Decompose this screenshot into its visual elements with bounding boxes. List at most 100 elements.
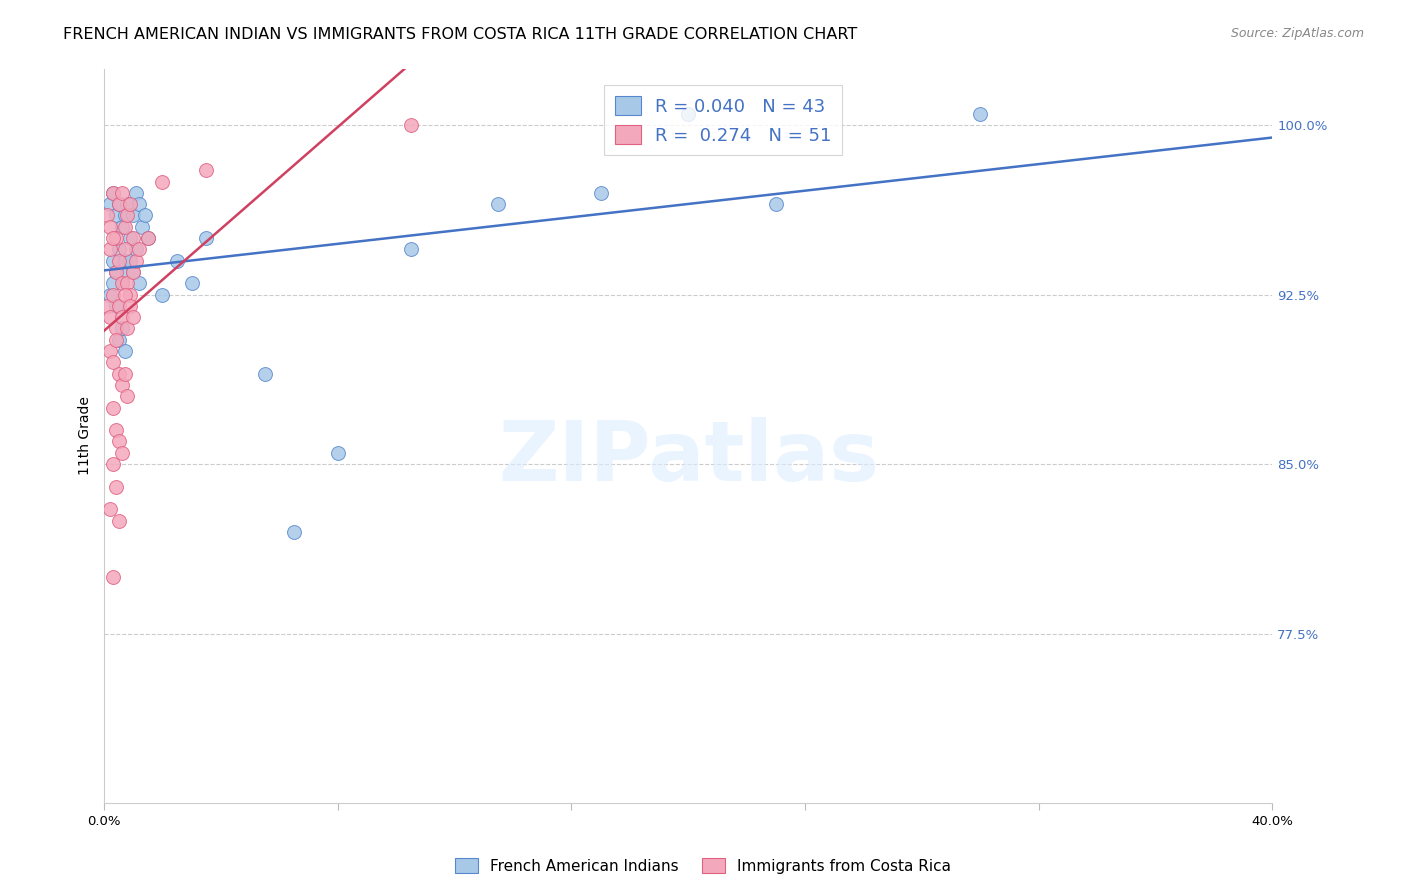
Point: [134, 209, 156, 223]
Point: [117, 209, 139, 223]
Point: [122, 310, 145, 325]
Point: [114, 287, 136, 301]
Point: [101, 186, 124, 200]
Point: [125, 243, 148, 257]
Point: [120, 287, 142, 301]
Point: [195, 231, 218, 245]
Point: [120, 253, 142, 268]
Point: [131, 219, 153, 234]
Point: [104, 333, 127, 347]
Point: [117, 321, 139, 335]
Point: [101, 401, 124, 415]
Point: [114, 253, 136, 268]
Point: [107, 253, 129, 268]
Text: ZIPatlas: ZIPatlas: [498, 417, 879, 499]
Point: [678, 106, 700, 120]
Point: [128, 197, 150, 211]
Point: [101, 355, 124, 369]
Point: [101, 253, 124, 268]
Text: Source: ZipAtlas.com: Source: ZipAtlas.com: [1230, 27, 1364, 40]
Point: [120, 231, 142, 245]
Point: [128, 243, 150, 257]
Point: [117, 265, 139, 279]
Point: [117, 389, 139, 403]
Point: [98, 344, 121, 359]
Point: [180, 277, 202, 291]
Point: [96, 209, 118, 223]
Point: [120, 197, 142, 211]
Point: [486, 197, 509, 211]
Point: [110, 277, 132, 291]
Point: [107, 197, 129, 211]
Point: [98, 243, 121, 257]
Point: [122, 209, 145, 223]
Point: [969, 106, 991, 120]
Point: [107, 243, 129, 257]
Point: [253, 367, 276, 381]
Point: [104, 209, 127, 223]
Point: [136, 231, 159, 245]
Point: [399, 118, 422, 132]
Point: [104, 321, 127, 335]
Point: [107, 333, 129, 347]
Point: [98, 502, 121, 516]
Point: [101, 457, 124, 471]
Legend: French American Indians, Immigrants from Costa Rica: French American Indians, Immigrants from…: [449, 852, 957, 880]
Point: [110, 219, 132, 234]
Text: FRENCH AMERICAN INDIAN VS IMMIGRANTS FROM COSTA RICA 11TH GRADE CORRELATION CHAR: FRENCH AMERICAN INDIAN VS IMMIGRANTS FRO…: [63, 27, 858, 42]
Point: [98, 310, 121, 325]
Point: [110, 378, 132, 392]
Point: [122, 265, 145, 279]
Point: [107, 514, 129, 528]
Point: [125, 253, 148, 268]
Point: [114, 344, 136, 359]
Point: [107, 434, 129, 449]
Point: [110, 310, 132, 325]
Point: [114, 209, 136, 223]
Point: [195, 163, 218, 178]
Point: [107, 299, 129, 313]
Point: [589, 186, 612, 200]
Point: [136, 231, 159, 245]
Point: [101, 277, 124, 291]
Point: [98, 197, 121, 211]
Point: [110, 446, 132, 460]
Legend: R = 0.040   N = 43, R =  0.274   N = 51: R = 0.040 N = 43, R = 0.274 N = 51: [605, 85, 842, 155]
Point: [122, 231, 145, 245]
Point: [104, 231, 127, 245]
Point: [104, 265, 127, 279]
Point: [125, 186, 148, 200]
Point: [110, 186, 132, 200]
Point: [98, 219, 121, 234]
Point: [152, 287, 174, 301]
Point: [104, 265, 127, 279]
Point: [166, 253, 188, 268]
Point: [104, 423, 127, 437]
Point: [128, 277, 150, 291]
Point: [399, 243, 422, 257]
Point: [104, 299, 127, 313]
Point: [101, 186, 124, 200]
Point: [101, 231, 124, 245]
Point: [114, 243, 136, 257]
Point: [114, 367, 136, 381]
Point: [110, 277, 132, 291]
Point: [101, 570, 124, 584]
Point: [120, 299, 142, 313]
Point: [114, 219, 136, 234]
Point: [326, 446, 349, 460]
Y-axis label: 11th Grade: 11th Grade: [79, 396, 93, 475]
Point: [107, 197, 129, 211]
Point: [104, 480, 127, 494]
Point: [117, 197, 139, 211]
Point: [152, 175, 174, 189]
Point: [107, 367, 129, 381]
Point: [110, 321, 132, 335]
Point: [117, 277, 139, 291]
Point: [283, 524, 305, 539]
Point: [96, 299, 118, 313]
Point: [765, 197, 787, 211]
Point: [98, 287, 121, 301]
Point: [101, 287, 124, 301]
Point: [122, 265, 145, 279]
